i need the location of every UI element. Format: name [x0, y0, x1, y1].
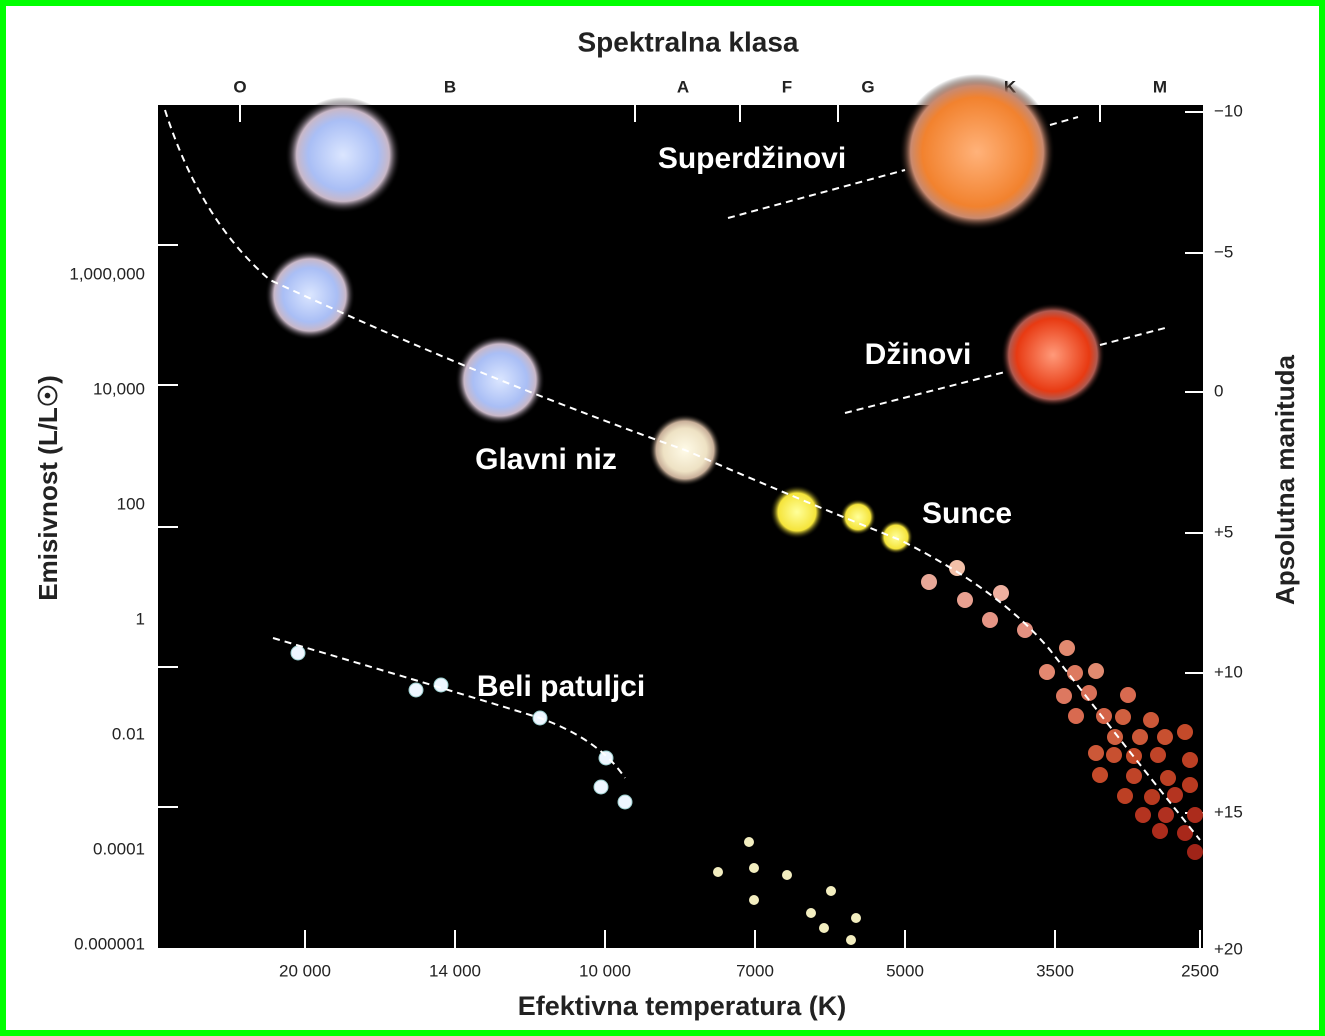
red-dwarf — [1067, 665, 1083, 681]
dim-star — [749, 895, 759, 905]
right-tick-label: −10 — [1214, 101, 1243, 120]
red-dwarf — [1056, 688, 1072, 704]
dim-star — [744, 837, 754, 847]
dim-star — [819, 923, 829, 933]
bottom-tick-label: 14 000 — [429, 961, 481, 980]
spectral-class: O — [233, 77, 246, 96]
star — [770, 485, 824, 539]
red-dwarf — [1039, 664, 1055, 680]
red-dwarf — [1182, 752, 1198, 768]
right-tick-label: +20 — [1214, 939, 1243, 958]
red-dwarf — [1126, 768, 1142, 784]
right-tick-label: +15 — [1214, 802, 1243, 821]
red-dwarf — [1096, 708, 1112, 724]
diagram: Spektralna klasa Emisivnost (L/L☉) Apsol… — [0, 0, 1325, 1036]
spectral-class: G — [861, 77, 874, 96]
left-tick-label: 100 — [117, 494, 145, 513]
dim-star — [749, 863, 759, 873]
right-tick-label: −5 — [1214, 242, 1233, 261]
dim-star — [713, 867, 723, 877]
left-tick-label: 10,000 — [93, 379, 145, 398]
red-dwarf — [1092, 767, 1108, 783]
red-dwarf — [1106, 747, 1122, 763]
red-dwarf — [1115, 709, 1131, 725]
red-dwarf — [1187, 844, 1203, 860]
title: Spektralna klasa — [577, 26, 798, 57]
red-dwarf — [1132, 729, 1148, 745]
bottom-tick-label: 20 000 — [279, 961, 331, 980]
red-dwarf — [1157, 729, 1173, 745]
star — [455, 335, 545, 425]
region-label: Beli patuljci — [477, 670, 645, 703]
plot-area — [158, 105, 1203, 948]
star — [840, 499, 876, 535]
spectral-class: F — [782, 77, 792, 96]
bottom-tick-label: 7000 — [736, 961, 774, 980]
bottom-tick-label: 3500 — [1036, 961, 1074, 980]
red-dwarf — [1143, 712, 1159, 728]
red-dwarf — [1135, 807, 1151, 823]
red-dwarf — [957, 592, 973, 608]
white-dwarf — [599, 751, 613, 765]
right-tick-label: +5 — [1214, 522, 1233, 541]
bottom-tick-label: 10 000 — [579, 961, 631, 980]
left-tick-label: 0.000001 — [74, 934, 145, 953]
star — [879, 520, 913, 554]
spectral-class: M — [1153, 77, 1167, 96]
red-dwarf — [1182, 777, 1198, 793]
region-label: Džinovi — [865, 338, 972, 371]
right-tick-label: 0 — [1214, 381, 1223, 400]
dim-star — [806, 908, 816, 918]
dim-star — [826, 886, 836, 896]
white-dwarf — [618, 795, 632, 809]
star — [285, 97, 401, 213]
left-tick-label: 1 — [136, 609, 145, 628]
red-dwarf — [1160, 770, 1176, 786]
red-dwarf — [1150, 747, 1166, 763]
region-label: Superdžinovi — [658, 142, 846, 175]
red-dwarf — [1144, 789, 1160, 805]
red-dwarf — [1088, 745, 1104, 761]
right-axis-label: Apsolutna manituda — [1270, 355, 1300, 605]
bottom-tick-label: 5000 — [886, 961, 924, 980]
dim-star — [851, 913, 861, 923]
left-tick-label: 1,000,000 — [69, 264, 145, 283]
white-dwarf — [291, 646, 305, 660]
star — [1001, 303, 1105, 407]
left-axis-label: Emisivnost (L/L☉) — [33, 375, 63, 601]
left-tick-label: 0.01 — [112, 724, 145, 743]
star — [899, 74, 1055, 230]
right-tick-label: +10 — [1214, 662, 1243, 681]
red-dwarf — [1187, 807, 1203, 823]
red-dwarf — [921, 574, 937, 590]
dim-star — [782, 870, 792, 880]
red-dwarf — [1120, 687, 1136, 703]
region-label: Sunce — [922, 497, 1012, 530]
red-dwarf — [1107, 729, 1123, 745]
bottom-axis-label: Efektivna temperatura (K) — [518, 991, 847, 1021]
red-dwarf — [1152, 823, 1168, 839]
dim-star — [846, 935, 856, 945]
star — [265, 250, 355, 340]
red-dwarf — [1158, 807, 1174, 823]
left-tick-label: 0.0001 — [93, 839, 145, 858]
white-dwarf — [409, 683, 423, 697]
red-dwarf — [1059, 640, 1075, 656]
spectral-class: B — [444, 77, 456, 96]
bottom-tick-label: 2500 — [1181, 961, 1219, 980]
red-dwarf — [1088, 663, 1104, 679]
white-dwarf — [594, 780, 608, 794]
red-dwarf — [982, 612, 998, 628]
spectral-class: A — [677, 77, 689, 96]
red-dwarf — [1068, 708, 1084, 724]
red-dwarf — [1177, 724, 1193, 740]
region-label: Glavni niz — [475, 443, 617, 476]
red-dwarf — [1117, 788, 1133, 804]
